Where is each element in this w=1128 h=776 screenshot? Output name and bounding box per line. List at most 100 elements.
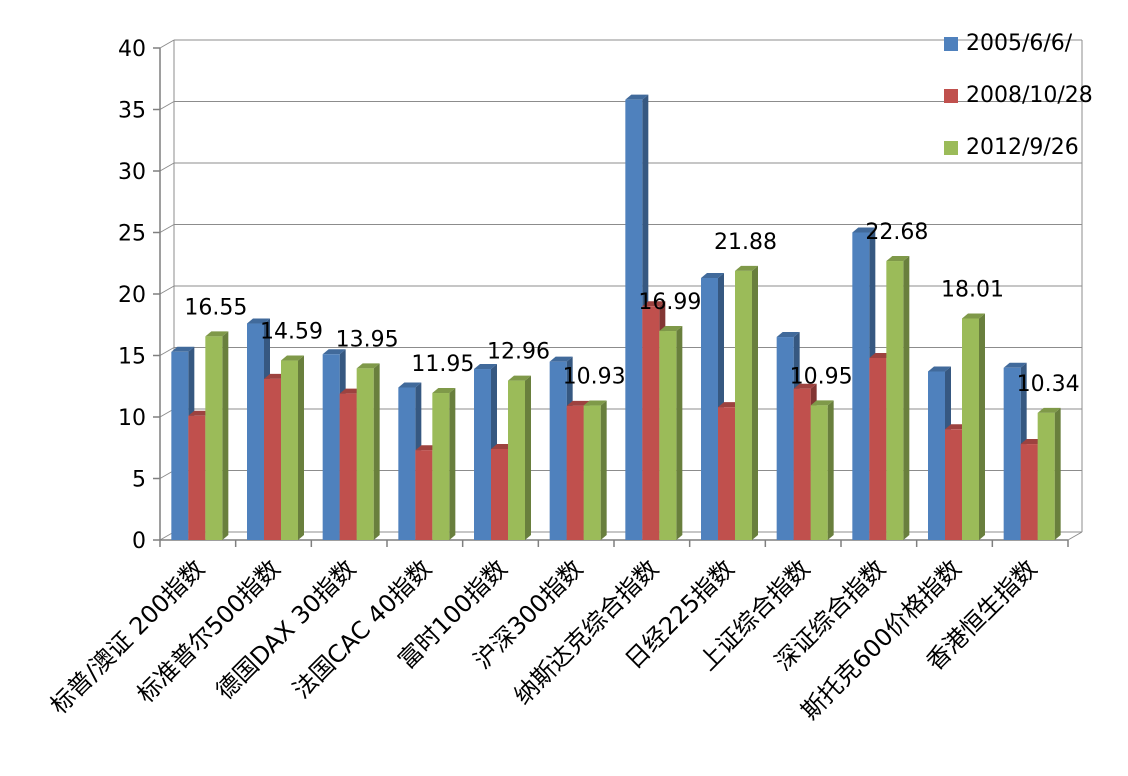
bar-2-3 [432, 393, 450, 540]
y-tick-label-35: 35 [118, 99, 146, 124]
bar-2-5 [583, 405, 601, 540]
data-label-7: 21.88 [714, 230, 777, 255]
bar-2-4 [508, 380, 525, 540]
legend-swatch-2 [944, 141, 958, 155]
bar-0-10 [928, 371, 945, 540]
data-label-8: 10.95 [790, 364, 853, 389]
data-label-2: 13.95 [336, 327, 399, 352]
legend-label-0: 2005/6/6/ [966, 31, 1073, 56]
bar-top-2-1 [281, 355, 304, 361]
bar-1-3 [415, 450, 433, 540]
bar-top-2-10 [962, 313, 985, 319]
data-label-3: 11.95 [411, 352, 474, 377]
bar-side-2-6 [676, 326, 683, 540]
bar-top-1-6 [642, 301, 666, 307]
gridline-depth-30 [159, 162, 175, 172]
gridline-depth-20 [159, 285, 175, 295]
data-label-5: 10.93 [563, 365, 626, 390]
bar-top-2-4 [508, 375, 531, 381]
bar-top-2-11 [1037, 407, 1061, 413]
bar-2-9 [886, 261, 904, 540]
x-tick-label-2: 德国DAX 30指数 [211, 554, 362, 705]
bar-top-0-4 [474, 364, 497, 370]
bar-side-2-8 [827, 400, 834, 540]
y-tick-label-40: 40 [118, 37, 146, 62]
bar-side-2-2 [373, 363, 380, 540]
y-tick-label-5: 5 [132, 468, 146, 493]
bar-top-2-3 [432, 388, 456, 394]
bar-side-2-0 [222, 331, 229, 540]
bar-0-8 [776, 337, 794, 540]
bar-0-7 [701, 278, 718, 540]
bar-2-10 [962, 318, 979, 540]
bar-side-2-9 [903, 256, 910, 540]
gridline-depth-15 [159, 347, 175, 356]
bar-top-2-0 [205, 331, 229, 337]
floor-depth-edge [1067, 531, 1083, 541]
bar-side-2-10 [979, 313, 985, 540]
bar-top-0-3 [398, 382, 422, 388]
bar-top-0-2 [322, 349, 346, 355]
bar-top-0-6 [625, 94, 649, 100]
bar-1-4 [491, 448, 508, 540]
bar-top-2-8 [810, 400, 834, 406]
bar-1-1 [264, 378, 281, 540]
bar-top-0-1 [247, 318, 270, 324]
legend-swatch-1 [944, 89, 958, 103]
data-label-0: 16.55 [184, 295, 247, 320]
y-tick-label-30: 30 [118, 160, 146, 185]
bar-top-2-6 [659, 326, 683, 332]
bar-2-8 [810, 405, 828, 540]
x-tick-label-6: 纳斯达克综合指数 [509, 554, 665, 710]
bar-top-1-5 [566, 400, 590, 406]
bar-1-7 [718, 407, 735, 540]
bar-0-5 [549, 361, 567, 540]
bar-side-2-5 [600, 400, 607, 540]
bar-top-0-0 [171, 346, 195, 352]
bar-side-2-11 [1054, 407, 1061, 540]
bar-side-2-7 [752, 265, 758, 540]
data-label-6: 16.99 [638, 290, 701, 315]
bar-side-2-1 [298, 355, 304, 540]
gridline-depth-40 [159, 39, 175, 49]
bar-2-2 [356, 368, 374, 540]
data-label-11: 10.34 [1017, 372, 1080, 397]
bar-2-11 [1037, 412, 1055, 540]
bar-2-1 [281, 360, 298, 540]
bar-0-2 [322, 354, 340, 540]
bar-1-6 [642, 306, 660, 540]
bar-1-8 [793, 388, 811, 540]
bar-1-5 [566, 405, 584, 540]
bar-1-10 [945, 429, 962, 540]
bar-top-0-7 [701, 273, 724, 279]
y-tick-label-20: 20 [118, 283, 146, 308]
bar-1-2 [339, 393, 357, 540]
data-label-1: 14.59 [260, 320, 323, 345]
data-label-4: 12.96 [487, 340, 550, 365]
bar-top-2-5 [583, 400, 607, 406]
bar-0-0 [171, 351, 189, 540]
bar-top-0-5 [549, 356, 573, 362]
bar-top-0-8 [776, 332, 800, 338]
bar-side-2-3 [449, 388, 456, 540]
bar-1-11 [1020, 444, 1038, 540]
gridline-depth-25 [159, 224, 175, 233]
bar-2-0 [205, 336, 223, 540]
data-label-9: 22.68 [865, 220, 928, 245]
y-tick-label-10: 10 [118, 406, 146, 431]
bar-0-9 [852, 232, 870, 540]
bar-top-0-9 [852, 227, 876, 233]
bar-2-7 [735, 270, 752, 540]
bar-1-9 [869, 357, 887, 540]
data-label-10: 18.01 [941, 277, 1004, 302]
bar-0-6 [625, 99, 643, 540]
bar-side-2-4 [525, 375, 531, 540]
y-tick-label-15: 15 [118, 345, 146, 370]
bar-top-1-8 [793, 383, 817, 389]
bar-0-3 [398, 387, 416, 540]
gridline-depth-35 [159, 101, 175, 110]
legend-label-1: 2008/10/28 [966, 83, 1093, 108]
bar-top-2-7 [735, 265, 758, 271]
